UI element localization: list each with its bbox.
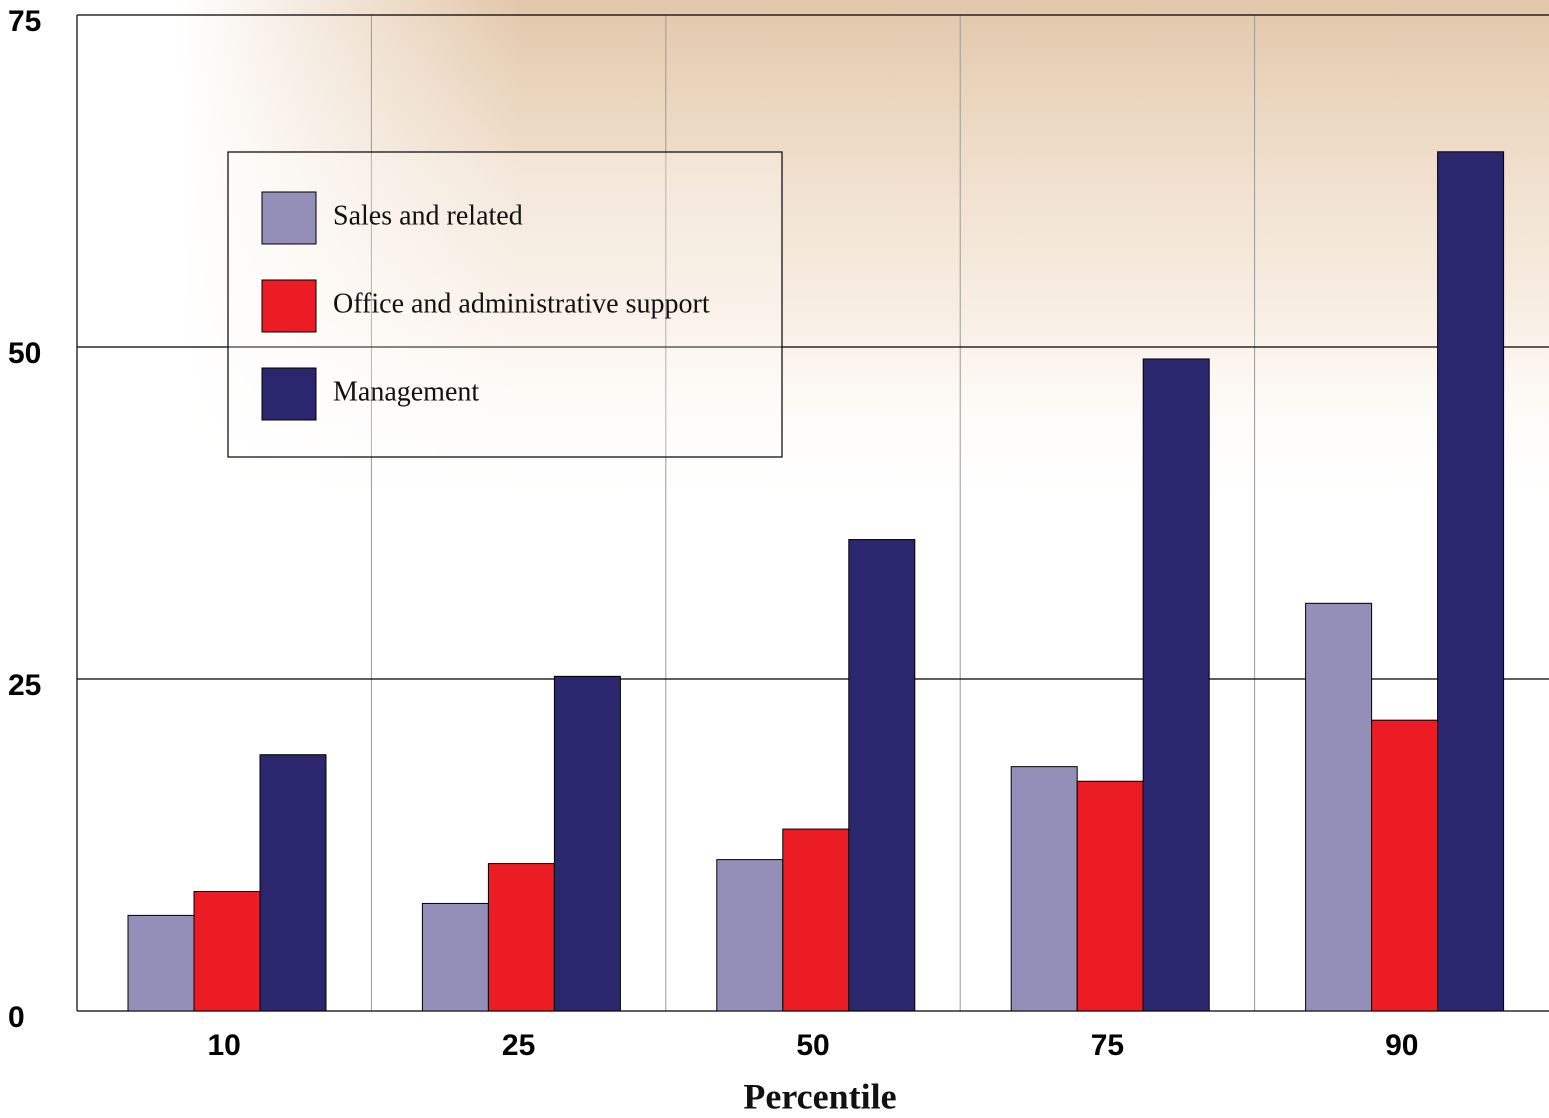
y-tick-label: 25 <box>8 669 41 702</box>
legend-swatch <box>261 367 317 421</box>
x-tick-label: 75 <box>1091 1029 1124 1062</box>
bar <box>421 902 489 1012</box>
bar <box>259 754 327 1012</box>
bar <box>716 859 784 1012</box>
bar <box>1305 602 1373 1012</box>
legend-label: Management <box>333 376 479 407</box>
x-tick-label: 50 <box>796 1029 829 1062</box>
legend-label: Sales and related <box>333 200 523 231</box>
y-tick-label: 75 <box>8 5 41 38</box>
legend-swatch <box>261 279 317 333</box>
x-axis-label: Percentile <box>743 1076 896 1116</box>
background-fade <box>180 0 1549 520</box>
bar <box>487 863 555 1012</box>
x-tick-label: 90 <box>1385 1029 1418 1062</box>
y-tick-label: 50 <box>8 337 41 370</box>
bar <box>1076 780 1144 1012</box>
bar <box>1371 719 1439 1012</box>
bar <box>553 675 621 1012</box>
legend-swatch <box>261 191 317 245</box>
legend-box <box>227 151 783 458</box>
x-tick-label: 25 <box>502 1029 535 1062</box>
bar <box>782 828 850 1012</box>
x-tick-label: 10 <box>208 1029 241 1062</box>
bar <box>1437 151 1505 1012</box>
bar <box>193 890 261 1012</box>
bar <box>127 914 195 1012</box>
bar <box>1010 766 1078 1012</box>
bar <box>1142 358 1210 1012</box>
legend-label: Office and administrative support <box>333 288 710 319</box>
bar <box>848 539 916 1012</box>
y-tick-label: 0 <box>8 1001 25 1034</box>
